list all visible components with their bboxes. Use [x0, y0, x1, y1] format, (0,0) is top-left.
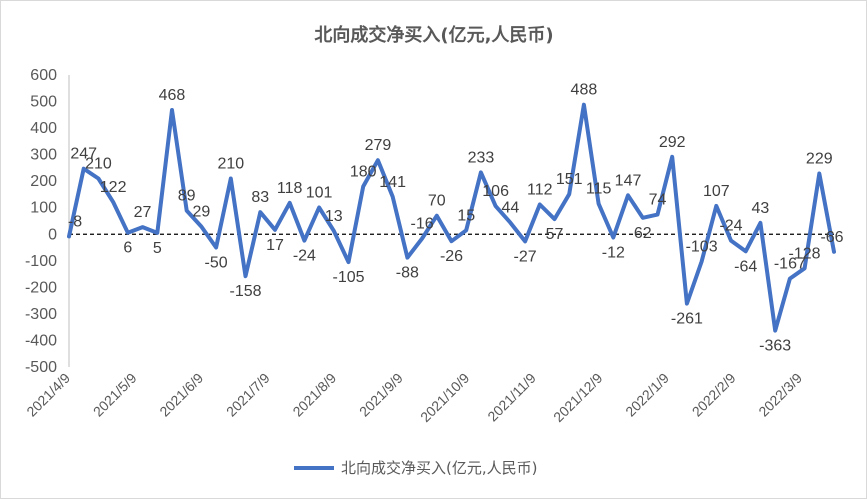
x-tick-label: 2022/3/9: [755, 370, 805, 420]
data-label: 83: [251, 189, 269, 206]
data-label: -27: [513, 248, 536, 265]
data-label: -66: [820, 229, 843, 246]
data-label: 74: [649, 192, 667, 209]
data-labels: -824721012262754688929-50210-1588317118-…: [68, 82, 844, 355]
x-tick-label: 2021/4/9: [23, 370, 73, 420]
y-axis: -500 -400 -300 -200 -100 0 100 200 300 400 500 600: [25, 67, 57, 376]
y-tick-label: 200: [30, 173, 57, 190]
data-label: 70: [428, 193, 446, 210]
y-tick-label: 400: [30, 120, 57, 137]
data-label: -24: [293, 248, 316, 265]
data-label: 118: [277, 180, 303, 197]
data-label: -128: [789, 245, 821, 262]
data-label: -103: [686, 239, 718, 256]
data-label: -363: [759, 338, 791, 355]
data-label: -105: [333, 269, 365, 286]
x-axis: 2021/4/9 2021/5/9 2021/6/9 2021/7/9 2021/8/9…: [23, 370, 805, 426]
data-label: 13: [325, 208, 343, 225]
data-label: 292: [659, 134, 686, 151]
y-tick-label: -300: [25, 306, 57, 323]
data-label: -64: [734, 258, 757, 275]
data-label: 112: [527, 182, 553, 199]
x-tick-label: 2021/7/9: [223, 370, 273, 420]
x-tick-label: 2021/6/9: [156, 370, 206, 420]
y-tick-label: 300: [30, 147, 57, 164]
data-label: -261: [671, 311, 703, 328]
data-label: 106: [482, 183, 509, 200]
chart-title: 北向成交净买入(亿元,人民币): [314, 24, 553, 46]
data-label: 115: [586, 181, 612, 198]
x-tick-label: 2022/2/9: [689, 370, 739, 420]
data-label: -88: [396, 265, 419, 282]
data-label: 27: [134, 204, 152, 221]
y-tick-label: -100: [25, 253, 57, 270]
data-label: 180: [350, 163, 377, 180]
data-label: 57: [546, 226, 564, 243]
y-tick-label: 0: [48, 226, 57, 243]
data-label: 17: [266, 237, 284, 254]
data-label: -50: [205, 255, 228, 272]
y-tick-label: 100: [30, 200, 57, 217]
y-tick-label: 600: [30, 67, 57, 84]
data-label: 468: [159, 87, 186, 104]
data-label: 151: [556, 171, 583, 188]
x-tick-label: 2021/8/9: [289, 370, 339, 420]
x-tick-label: 2021/11/9: [484, 370, 539, 425]
data-label: 488: [571, 82, 598, 99]
data-label: 279: [365, 137, 392, 154]
data-label: 89: [178, 188, 196, 205]
data-label: 43: [752, 200, 770, 217]
data-label: 15: [457, 207, 475, 224]
data-label: -16: [411, 216, 434, 233]
data-label: 247: [70, 146, 97, 163]
x-tick-label: 2021/10/9: [417, 370, 473, 426]
x-tick-label: 2021/5/9: [90, 370, 140, 420]
data-label: 5: [153, 240, 162, 257]
data-label: 62: [634, 225, 652, 242]
data-label: 6: [123, 240, 132, 257]
y-tick-label: -500: [25, 359, 57, 376]
y-tick-label: 500: [30, 94, 57, 111]
series-line: [67, 102, 836, 333]
x-tick-label: 2021/9/9: [356, 370, 406, 420]
data-label: 147: [615, 172, 642, 189]
data-label: -158: [230, 283, 262, 300]
data-label: -24: [719, 218, 742, 235]
data-label: 101: [306, 184, 333, 201]
data-label: 29: [193, 204, 211, 221]
data-label: 122: [100, 179, 127, 196]
data-label: 210: [85, 156, 112, 173]
y-tick-label: -200: [25, 279, 57, 296]
data-label: -12: [602, 244, 625, 261]
data-label: 229: [806, 150, 833, 167]
data-label: 141: [379, 174, 406, 191]
data-label: 44: [501, 200, 519, 217]
data-label: -26: [440, 248, 463, 265]
data-label: 210: [217, 156, 244, 173]
data-label: 233: [468, 149, 495, 166]
data-label: -8: [68, 213, 82, 230]
data-label: 107: [703, 183, 730, 200]
legend: 北向成交净买入(亿元,人民币): [294, 459, 537, 477]
x-tick-label: 2021/12/9: [550, 370, 606, 426]
data-label: -167: [774, 256, 806, 273]
y-tick-label: -400: [25, 332, 57, 349]
x-tick-label: 2022/1/9: [622, 370, 672, 420]
legend-label: 北向成交净买入(亿元,人民币): [341, 459, 537, 477]
